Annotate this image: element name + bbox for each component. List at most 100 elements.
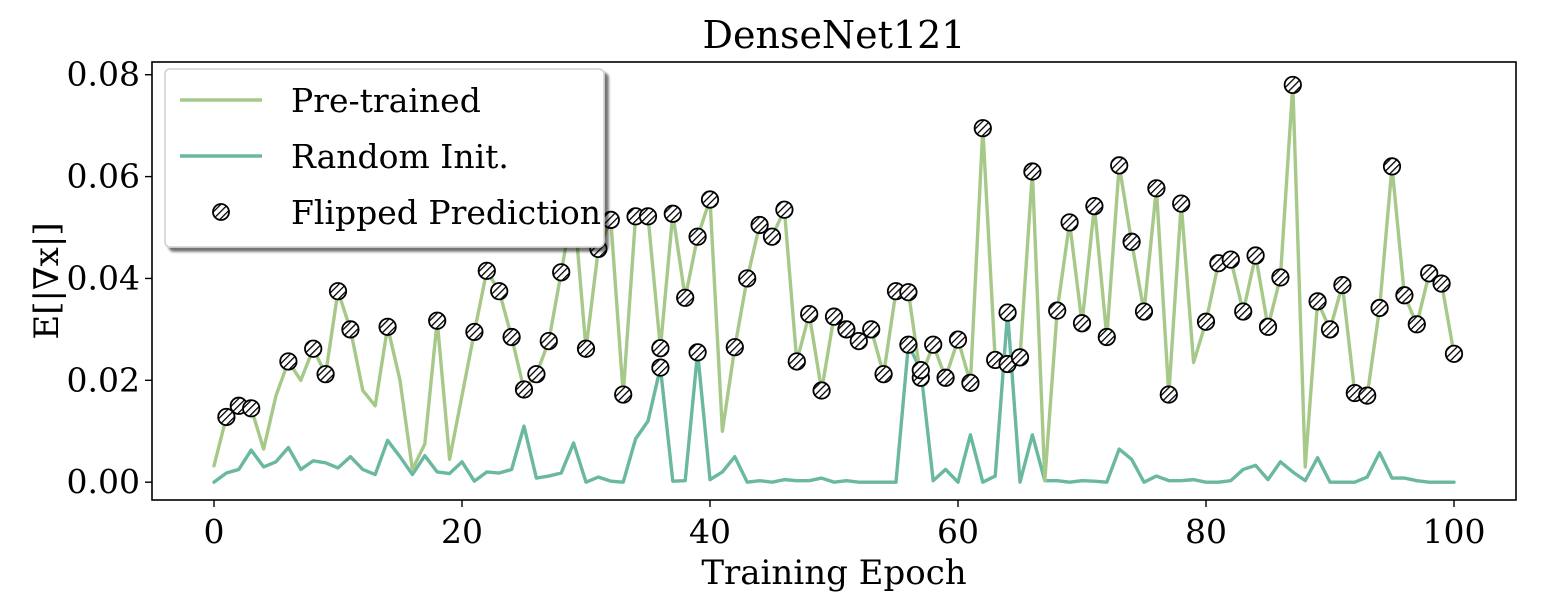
flipped-marker xyxy=(1246,246,1265,265)
y-tick-label: 0.06 xyxy=(67,157,140,196)
flipped-marker xyxy=(428,311,447,330)
flipped-marker xyxy=(465,322,484,342)
flipped-marker xyxy=(614,385,633,404)
x-tick-label: 60 xyxy=(937,512,979,551)
flipped-marker xyxy=(316,365,335,384)
flipped-marker xyxy=(961,373,980,392)
flipped-marker xyxy=(750,215,769,235)
flipped-marker xyxy=(1308,292,1327,311)
legend: Pre-trained Random Init. Flipped Predict… xyxy=(164,68,605,248)
flipped-marker xyxy=(1370,298,1389,318)
flipped-marker xyxy=(1444,344,1464,363)
flipped-marker xyxy=(1395,286,1414,305)
flipped-marker xyxy=(1060,213,1079,232)
legend-swatch-flipped xyxy=(212,203,230,221)
y-tick-label: 0.04 xyxy=(67,258,140,297)
flipped-marker xyxy=(539,331,558,351)
y-tick-label: 0.00 xyxy=(67,462,140,501)
series-line-random xyxy=(212,310,1456,484)
flipped-marker xyxy=(1122,232,1141,251)
flipped-marker xyxy=(477,261,496,280)
flipped-marker xyxy=(936,368,955,387)
flipped-marker xyxy=(1420,264,1439,283)
flipped-marker xyxy=(824,307,844,326)
flipped-marker xyxy=(1147,179,1166,198)
flipped-marker xyxy=(1358,386,1377,405)
legend-label-random: Random Init. xyxy=(291,137,509,176)
y-tick-label: 0.02 xyxy=(67,360,140,399)
flipped-marker xyxy=(1134,302,1154,321)
flipped-marker xyxy=(601,210,620,229)
flipped-marker xyxy=(1097,327,1116,347)
plot-frame xyxy=(151,61,1517,501)
flipped-marker xyxy=(1432,274,1451,293)
legend-label-pretrained: Pre-trained xyxy=(291,81,481,120)
flipped-marker xyxy=(279,352,298,371)
flipped-marker xyxy=(304,339,323,358)
flipped-marker xyxy=(1072,314,1092,333)
flipped-marker-random xyxy=(688,343,707,362)
flipped-marker xyxy=(1159,385,1178,404)
flipped-marker xyxy=(576,339,596,358)
flipped-marker xyxy=(378,317,397,336)
flipped-marker xyxy=(738,269,757,288)
flipped-marker xyxy=(490,282,509,301)
flipped-marker xyxy=(1023,162,1042,181)
flipped-marker xyxy=(651,339,670,358)
flipped-marker xyxy=(514,380,534,399)
flipped-marker xyxy=(552,263,571,282)
flipped-marker xyxy=(1234,302,1253,321)
chart-title: DenseNet121 xyxy=(703,13,966,57)
x-axis-label: Training Epoch xyxy=(701,553,966,593)
flipped-marker xyxy=(1085,197,1104,216)
flipped-marker xyxy=(762,227,782,246)
flipped-marker xyxy=(1172,194,1191,213)
legend-label-flipped: Flipped Prediction xyxy=(291,193,601,232)
x-tick-label: 0 xyxy=(204,512,225,551)
flipped-marker xyxy=(924,335,943,354)
y-axis-label: E[|∇x|] xyxy=(27,222,67,339)
flipped-marker xyxy=(1110,156,1129,175)
flipped-marker xyxy=(725,338,744,357)
flipped-marker xyxy=(874,365,893,384)
flipped-marker xyxy=(676,288,695,307)
flipped-marker xyxy=(1196,312,1216,331)
flipped-marker xyxy=(1221,250,1240,269)
flipped-marker xyxy=(1283,75,1302,95)
flipped-marker-random xyxy=(911,361,930,380)
x-tick-label: 80 xyxy=(1185,512,1227,551)
axis-ticks: 0 20 40 60 80 100 0.00 0.02 0.04 0.06 0.08 xyxy=(67,55,1486,551)
flipped-marker xyxy=(1010,348,1030,367)
flipped-marker-random xyxy=(899,335,918,354)
flipped-marker-random xyxy=(651,358,670,377)
legend-box xyxy=(164,68,605,248)
flipped-marker xyxy=(862,320,881,339)
flipped-marker xyxy=(1333,275,1352,295)
flipped-marker xyxy=(899,283,918,302)
flipped-marker xyxy=(1258,317,1278,336)
y-tick-label: 0.08 xyxy=(67,55,140,94)
x-tick-label: 40 xyxy=(689,512,731,551)
flipped-marker xyxy=(242,399,261,418)
flipped-marker xyxy=(1048,301,1067,320)
flipped-marker xyxy=(1382,157,1402,176)
flipped-marker xyxy=(638,207,658,226)
flipped-marker xyxy=(217,407,236,427)
flipped-marker xyxy=(837,320,856,339)
flipped-marker xyxy=(973,119,992,138)
flipped-marker xyxy=(812,381,831,400)
flipped-marker xyxy=(948,330,968,349)
flipped-marker xyxy=(800,305,819,324)
flipped-marker xyxy=(849,331,868,351)
flipped-marker-random xyxy=(998,303,1017,322)
flipped-marker xyxy=(663,204,682,223)
flipped-marker xyxy=(1271,268,1290,287)
x-tick-label: 20 xyxy=(441,512,483,551)
plot-markers xyxy=(217,75,1464,427)
flipped-marker xyxy=(1407,315,1426,334)
flipped-marker xyxy=(700,190,720,209)
flipped-marker xyxy=(787,352,806,371)
flipped-marker xyxy=(1320,320,1340,339)
flipped-marker xyxy=(527,365,546,384)
